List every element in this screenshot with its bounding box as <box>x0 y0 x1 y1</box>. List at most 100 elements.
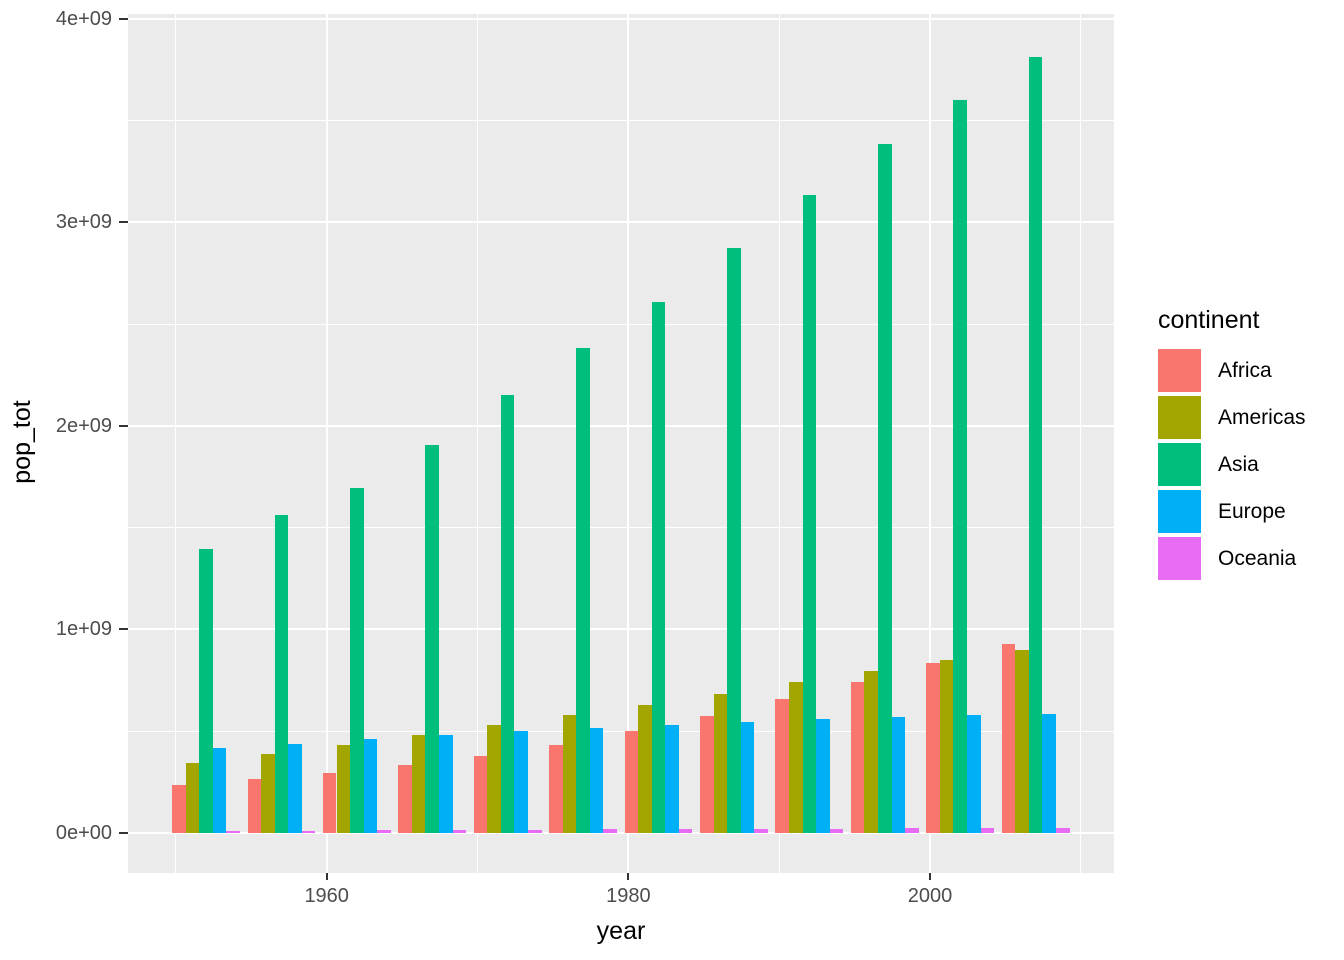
bar-europe-2007 <box>1042 713 1056 833</box>
bar-americas-1962 <box>336 744 351 833</box>
minor-gridline-y <box>128 323 1114 325</box>
bar-oceania-2007 <box>1055 828 1070 833</box>
bar-oceania-2002 <box>980 828 995 833</box>
legend-items: Africa Americas Asia Europe Oceania <box>1158 349 1306 580</box>
bar-asia-1982 <box>651 301 666 833</box>
bar-europe-2002 <box>966 715 981 833</box>
bar-oceania-1967 <box>452 830 467 833</box>
legend-label: Oceania <box>1218 546 1297 570</box>
x-tick-mark <box>929 873 931 880</box>
legend: continent Africa Americas Asia Europe Oceani… <box>1158 306 1306 584</box>
bar-africa-1992 <box>775 698 789 833</box>
bar-asia-1967 <box>425 445 440 833</box>
major-gridline-x <box>325 14 328 873</box>
y-tick-label: 2e+09 <box>55 414 112 437</box>
y-axis-title: pop_tot <box>8 400 36 484</box>
legend-key-americas-swatch <box>1158 396 1201 439</box>
y-tick-label: 4e+09 <box>55 7 112 30</box>
major-gridline-y <box>128 424 1114 427</box>
y-tick-mark <box>119 221 128 224</box>
y-tick-label: 3e+09 <box>55 211 112 234</box>
bar-americas-1957 <box>261 754 275 833</box>
bar-americas-1982 <box>638 704 652 833</box>
minor-gridline-x <box>477 14 479 873</box>
x-tick-mark <box>325 873 328 880</box>
minor-gridline-y <box>128 527 1114 529</box>
x-tick-label: 1960 <box>304 885 349 907</box>
plot-panel <box>128 14 1114 873</box>
bar-americas-2002 <box>939 659 954 833</box>
bar-africa-1997 <box>850 681 865 833</box>
bar-asia-1952 <box>199 548 213 833</box>
bar-africa-1987 <box>699 715 714 833</box>
legend-key-asia-swatch <box>1158 443 1201 486</box>
bar-africa-1972 <box>473 755 488 833</box>
legend-item-africa: Africa <box>1158 349 1306 392</box>
bar-americas-2007 <box>1015 649 1029 833</box>
minor-gridline-x <box>175 14 177 873</box>
x-tick-mark <box>627 873 630 880</box>
legend-title: continent <box>1158 306 1260 334</box>
major-gridline-y <box>128 628 1114 631</box>
bar-europe-1997 <box>891 717 906 833</box>
bar-oceania-1962 <box>377 830 391 833</box>
bar-asia-1987 <box>727 248 741 833</box>
legend-label: Americas <box>1218 405 1306 429</box>
y-tick-label: 0e+00 <box>55 822 112 844</box>
bar-asia-2007 <box>1028 56 1043 833</box>
bar-asia-2002 <box>953 99 967 833</box>
minor-gridline-y <box>128 730 1114 732</box>
bar-europe-1962 <box>363 739 378 833</box>
minor-gridline-y <box>128 119 1114 121</box>
bar-europe-1992 <box>816 719 830 833</box>
minor-gridline-x <box>1080 14 1082 873</box>
y-tick-mark <box>119 628 128 631</box>
major-gridline-y <box>128 832 1114 834</box>
major-gridline-x <box>627 14 630 873</box>
bar-africa-1982 <box>624 731 639 833</box>
bar-africa-1952 <box>172 784 186 833</box>
legend-label: Europe <box>1218 499 1286 523</box>
major-gridline-y <box>128 17 1114 20</box>
bar-oceania-1972 <box>528 829 542 833</box>
bar-oceania-1952 <box>226 830 240 833</box>
bar-africa-1957 <box>247 779 262 833</box>
bar-asia-1962 <box>350 487 364 833</box>
bar-asia-1977 <box>576 347 590 833</box>
bar-europe-1952 <box>212 747 227 833</box>
bar-oceania-1987 <box>754 829 768 833</box>
legend-item-europe: Europe <box>1158 490 1306 533</box>
bar-americas-1972 <box>487 725 501 833</box>
legend-label: Africa <box>1218 358 1272 382</box>
bar-africa-1962 <box>322 772 337 833</box>
y-tick-mark <box>119 17 128 20</box>
legend-item-americas: Americas <box>1158 396 1306 439</box>
bar-americas-1992 <box>788 682 803 833</box>
x-tick-label: 1980 <box>606 885 651 907</box>
bar-europe-1957 <box>288 743 302 833</box>
bar-europe-1972 <box>514 731 529 833</box>
legend-item-oceania: Oceania <box>1158 537 1306 580</box>
bar-oceania-1982 <box>678 829 693 833</box>
bar-americas-1987 <box>713 693 728 833</box>
bar-asia-1992 <box>802 195 817 833</box>
bar-asia-1957 <box>274 514 289 833</box>
bar-asia-1997 <box>877 144 892 833</box>
bar-africa-1967 <box>398 764 412 833</box>
y-tick-mark <box>119 424 128 427</box>
bar-africa-2002 <box>926 663 940 833</box>
bar-americas-1967 <box>411 735 426 833</box>
bar-africa-1977 <box>549 744 563 833</box>
bar-americas-1977 <box>562 715 577 833</box>
y-tick-label: 1e+09 <box>55 618 112 641</box>
bar-oceania-1997 <box>905 828 919 833</box>
x-tick-label: 2000 <box>907 885 953 907</box>
bar-oceania-1992 <box>829 828 844 833</box>
bar-oceania-1957 <box>301 830 316 833</box>
legend-key-africa-swatch <box>1158 349 1201 392</box>
legend-key-oceania-swatch <box>1158 537 1201 580</box>
legend-item-asia: Asia <box>1158 443 1306 486</box>
bar-europe-1982 <box>665 724 679 833</box>
bar-europe-1977 <box>589 727 604 833</box>
